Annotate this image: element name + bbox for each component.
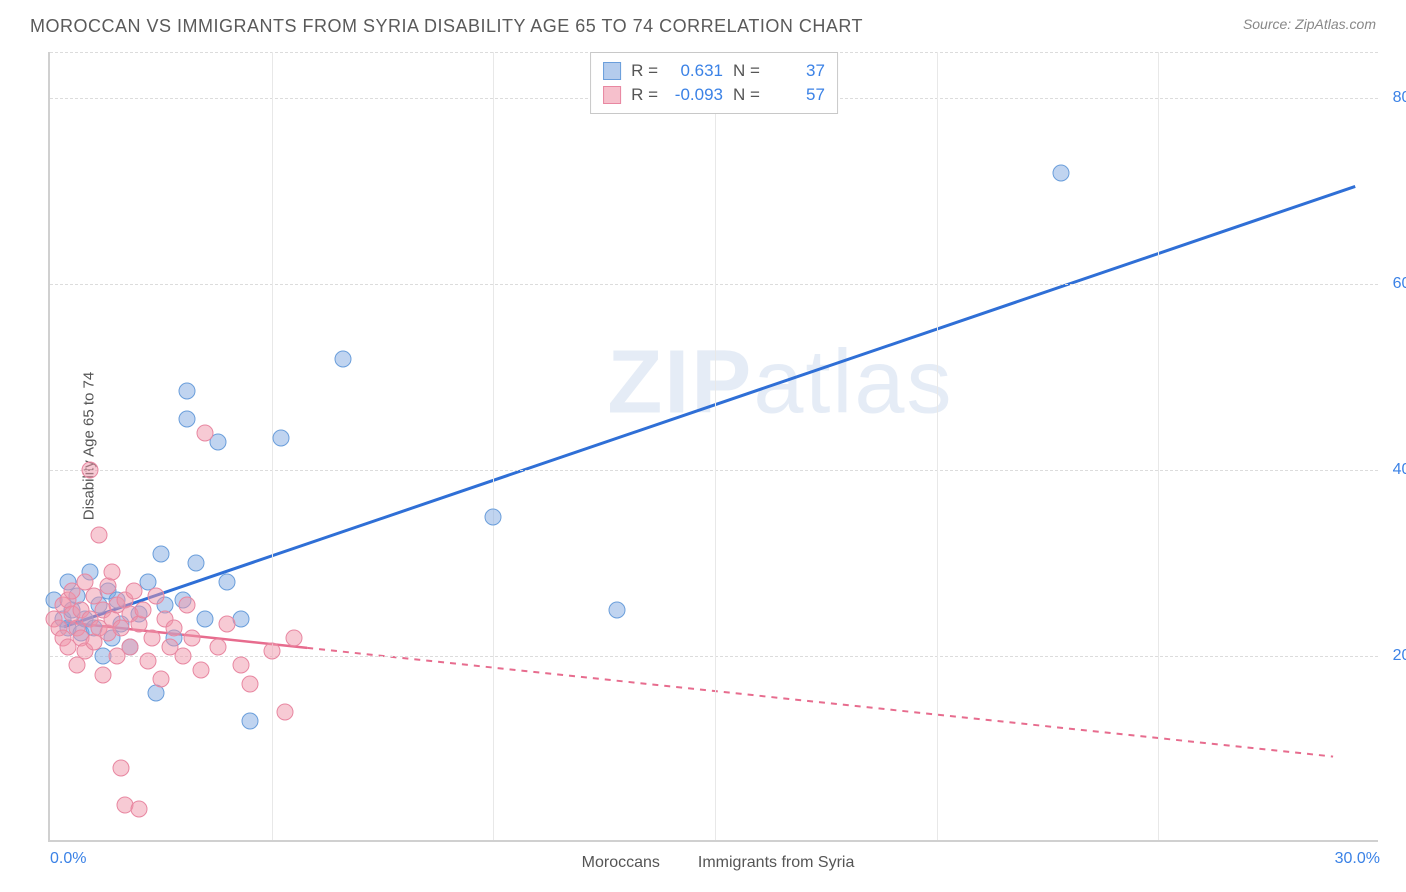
n-label: N = bbox=[733, 85, 760, 105]
data-point-moroccans bbox=[334, 350, 351, 367]
data-point-syria bbox=[197, 425, 214, 442]
data-point-syria bbox=[81, 462, 98, 479]
data-point-syria bbox=[263, 643, 280, 660]
gridline-h bbox=[50, 656, 1378, 657]
r-label: R = bbox=[631, 61, 658, 81]
data-point-moroccans bbox=[485, 508, 502, 525]
legend-label: Moroccans bbox=[582, 854, 660, 872]
data-point-syria bbox=[112, 759, 129, 776]
y-tick-label: 80.0% bbox=[1383, 89, 1406, 107]
data-point-syria bbox=[192, 662, 209, 679]
data-point-moroccans bbox=[152, 545, 169, 562]
data-point-syria bbox=[175, 648, 192, 665]
data-point-moroccans bbox=[219, 573, 236, 590]
x-tick-label: 30.0% bbox=[1335, 850, 1380, 868]
data-point-syria bbox=[241, 676, 258, 693]
stats-row: R = 0.631 N = 37 bbox=[603, 59, 825, 83]
y-tick-label: 20.0% bbox=[1383, 647, 1406, 665]
data-point-syria bbox=[104, 564, 121, 581]
data-point-syria bbox=[130, 801, 147, 818]
data-point-syria bbox=[179, 597, 196, 614]
data-point-syria bbox=[276, 703, 293, 720]
gridline-v bbox=[937, 52, 938, 840]
y-axis-label: Disability Age 65 to 74 bbox=[81, 372, 98, 520]
x-tick-label: 0.0% bbox=[50, 850, 86, 868]
legend: Moroccans Immigrants from Syria bbox=[574, 854, 855, 872]
r-label: R = bbox=[631, 85, 658, 105]
legend-item: Immigrants from Syria bbox=[690, 854, 854, 872]
header: MOROCCAN VS IMMIGRANTS FROM SYRIA DISABI… bbox=[0, 0, 1406, 37]
data-point-moroccans bbox=[197, 610, 214, 627]
gridline-v bbox=[272, 52, 273, 840]
data-point-syria bbox=[210, 638, 227, 655]
gridline-v bbox=[715, 52, 716, 840]
swatch-blue bbox=[603, 62, 621, 80]
data-point-syria bbox=[219, 615, 236, 632]
data-point-syria bbox=[166, 620, 183, 637]
data-point-moroccans bbox=[1052, 164, 1069, 181]
data-point-syria bbox=[90, 527, 107, 544]
n-value: 37 bbox=[770, 61, 825, 81]
stats-row: R = -0.093 N = 57 bbox=[603, 83, 825, 107]
data-point-syria bbox=[121, 638, 138, 655]
data-point-syria bbox=[285, 629, 302, 646]
data-point-syria bbox=[148, 587, 165, 604]
data-point-syria bbox=[183, 629, 200, 646]
gridline-v bbox=[493, 52, 494, 840]
gridline-v bbox=[1158, 52, 1159, 840]
stats-box: R = 0.631 N = 37 R = -0.093 N = 57 bbox=[590, 52, 838, 114]
data-point-moroccans bbox=[272, 429, 289, 446]
gridline-h bbox=[50, 284, 1378, 285]
data-point-moroccans bbox=[188, 555, 205, 572]
data-point-syria bbox=[95, 666, 112, 683]
y-tick-label: 40.0% bbox=[1383, 461, 1406, 479]
gridline-h bbox=[50, 470, 1378, 471]
data-point-moroccans bbox=[179, 411, 196, 428]
data-point-syria bbox=[135, 601, 152, 618]
data-point-moroccans bbox=[609, 601, 626, 618]
r-value: 0.631 bbox=[668, 61, 723, 81]
data-point-moroccans bbox=[241, 713, 258, 730]
data-point-syria bbox=[232, 657, 249, 674]
swatch-pink bbox=[603, 86, 621, 104]
legend-label: Immigrants from Syria bbox=[698, 854, 854, 872]
legend-item: Moroccans bbox=[574, 854, 660, 872]
data-point-syria bbox=[152, 671, 169, 688]
scatter-chart: Disability Age 65 to 74 ZIPatlas 20.0%40… bbox=[48, 52, 1378, 842]
data-point-moroccans bbox=[179, 383, 196, 400]
chart-title: MOROCCAN VS IMMIGRANTS FROM SYRIA DISABI… bbox=[30, 16, 863, 37]
n-label: N = bbox=[733, 61, 760, 81]
r-value: -0.093 bbox=[668, 85, 723, 105]
y-tick-label: 60.0% bbox=[1383, 275, 1406, 293]
source-label: Source: ZipAtlas.com bbox=[1243, 16, 1376, 32]
data-point-syria bbox=[139, 652, 156, 669]
n-value: 57 bbox=[770, 85, 825, 105]
data-point-syria bbox=[143, 629, 160, 646]
data-point-syria bbox=[126, 583, 143, 600]
watermark: ZIPatlas bbox=[607, 331, 953, 434]
